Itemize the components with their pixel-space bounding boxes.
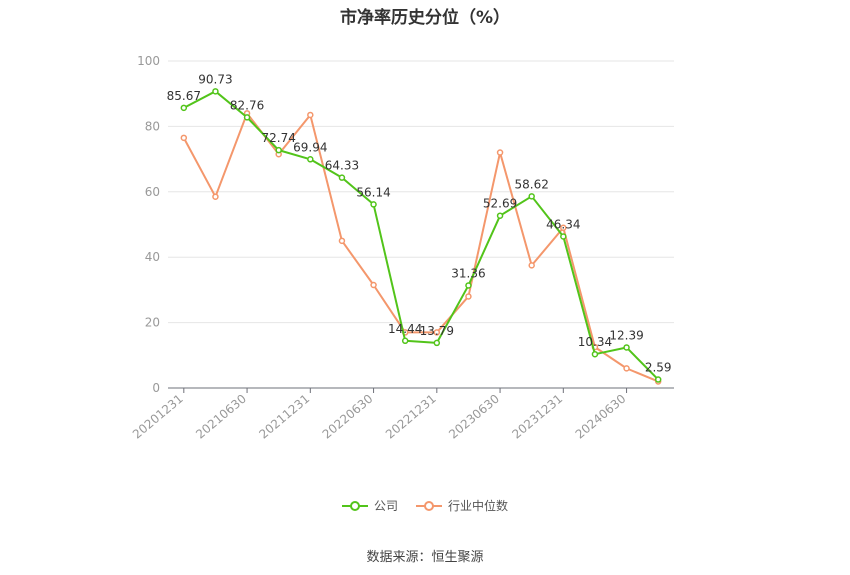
y-tick-label: 100 <box>137 54 160 68</box>
data-source: 数据来源：恒生聚源 <box>366 550 484 565</box>
data-label: 56.14 <box>356 185 390 199</box>
x-tick-label: 20210630 <box>193 392 249 442</box>
data-point-industry <box>528 262 535 269</box>
data-point-company <box>243 114 251 121</box>
y-tick-label: 80 <box>145 119 160 133</box>
x-tick-label: 20231231 <box>509 392 565 442</box>
data-label: 85.67 <box>167 89 201 103</box>
data-point-company <box>180 104 188 112</box>
data-point-company <box>401 337 409 345</box>
y-tick-label: 60 <box>145 185 160 199</box>
data-point-company <box>591 350 599 358</box>
data-label: 46.34 <box>546 217 580 231</box>
y-tick-label: 0 <box>152 381 160 395</box>
data-label: 31.36 <box>451 266 485 280</box>
data-point-industry <box>307 111 314 119</box>
series-layer <box>180 88 662 385</box>
data-point-company <box>370 201 377 208</box>
x-tick-label: 20240630 <box>573 392 629 442</box>
data-label: 12.39 <box>609 328 643 342</box>
y-tick-label: 20 <box>145 316 160 330</box>
data-point-company <box>212 88 219 95</box>
data-point-industry <box>433 329 441 336</box>
legend-industry-marker <box>416 500 442 511</box>
chart-title: 市净率历史分位（%） <box>339 8 511 28</box>
data-label: 14.44 <box>388 322 422 336</box>
data-point-industry <box>623 365 630 372</box>
data-point-company <box>496 212 504 219</box>
data-label: 2.59 <box>645 361 672 375</box>
data-point-company <box>623 344 630 351</box>
data-point-company <box>465 282 472 289</box>
data-point-industry <box>465 293 472 300</box>
data-point-company <box>275 146 282 154</box>
data-point-company <box>654 376 662 383</box>
data-label: 90.73 <box>198 72 232 86</box>
series-line-company <box>183 90 659 381</box>
data-label: 69.94 <box>293 140 327 154</box>
data-point-industry <box>370 281 377 289</box>
legend-item-industry[interactable]: 行业中位数 <box>416 497 508 514</box>
data-point-industry <box>180 134 188 142</box>
data-label: 72.74 <box>262 131 296 145</box>
grid-layer <box>168 60 674 324</box>
data-label: 13.79 <box>420 324 454 338</box>
data-label: 58.62 <box>515 177 549 191</box>
data-point-industry <box>496 149 504 156</box>
legend-company-marker <box>341 500 368 511</box>
x-tick-label: 20230630 <box>446 392 502 442</box>
legend-company-label: 公司 <box>373 499 398 513</box>
data-point-industry <box>560 224 567 232</box>
legend: 公司 行业中位数 <box>0 497 850 514</box>
legend-industry-label: 行业中位数 <box>448 499 509 513</box>
x-tick-label: 20220630 <box>320 392 376 442</box>
data-label: 10.34 <box>578 335 612 349</box>
x-tick-label: 20211231 <box>256 392 312 442</box>
x-tick-label: 20221231 <box>383 392 439 442</box>
data-point-company <box>307 156 314 163</box>
data-label: 82.76 <box>230 98 264 112</box>
data-point-company <box>560 233 567 240</box>
x-tick-label: 20201231 <box>130 392 186 442</box>
data-label: 52.69 <box>483 197 517 211</box>
data-point-company <box>433 339 441 347</box>
data-point-industry <box>338 237 346 245</box>
y-tick-label: 40 <box>145 250 160 264</box>
data-label: 64.33 <box>325 159 359 173</box>
data-point-company <box>528 193 535 200</box>
legend-item-company[interactable]: 公司 <box>341 497 398 514</box>
data-point-company <box>338 174 346 181</box>
data-point-industry <box>212 193 219 200</box>
